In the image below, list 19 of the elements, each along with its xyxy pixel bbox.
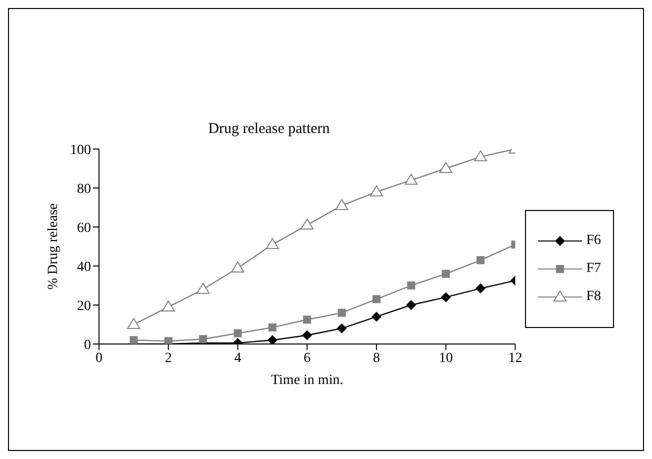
chart-title: Drug release pattern: [207, 121, 331, 138]
x-tick-label: 10: [438, 350, 453, 366]
y-tick-label: 40: [77, 260, 91, 275]
legend-label: F6: [586, 233, 601, 249]
x-axis-title: Time in min.: [270, 373, 344, 388]
x-tick-label: 2: [164, 350, 172, 366]
x-tick-label: 0: [96, 350, 102, 366]
x-tick-label: 6: [304, 350, 311, 366]
y-tick-label: 80: [77, 182, 91, 197]
y-tick-label: 20: [77, 298, 91, 314]
legend-label: F8: [586, 289, 601, 305]
y-tick-label: 100: [70, 142, 91, 158]
legend-label: F7: [586, 261, 601, 277]
y-tick-label: 60: [77, 220, 91, 236]
x-tick-label: 4: [234, 350, 242, 366]
x-tick-label: 12: [508, 350, 522, 366]
y-axis-title: % Drug release: [46, 203, 61, 290]
y-tick-label: 0: [84, 338, 91, 353]
x-tick-label: 8: [372, 350, 380, 366]
